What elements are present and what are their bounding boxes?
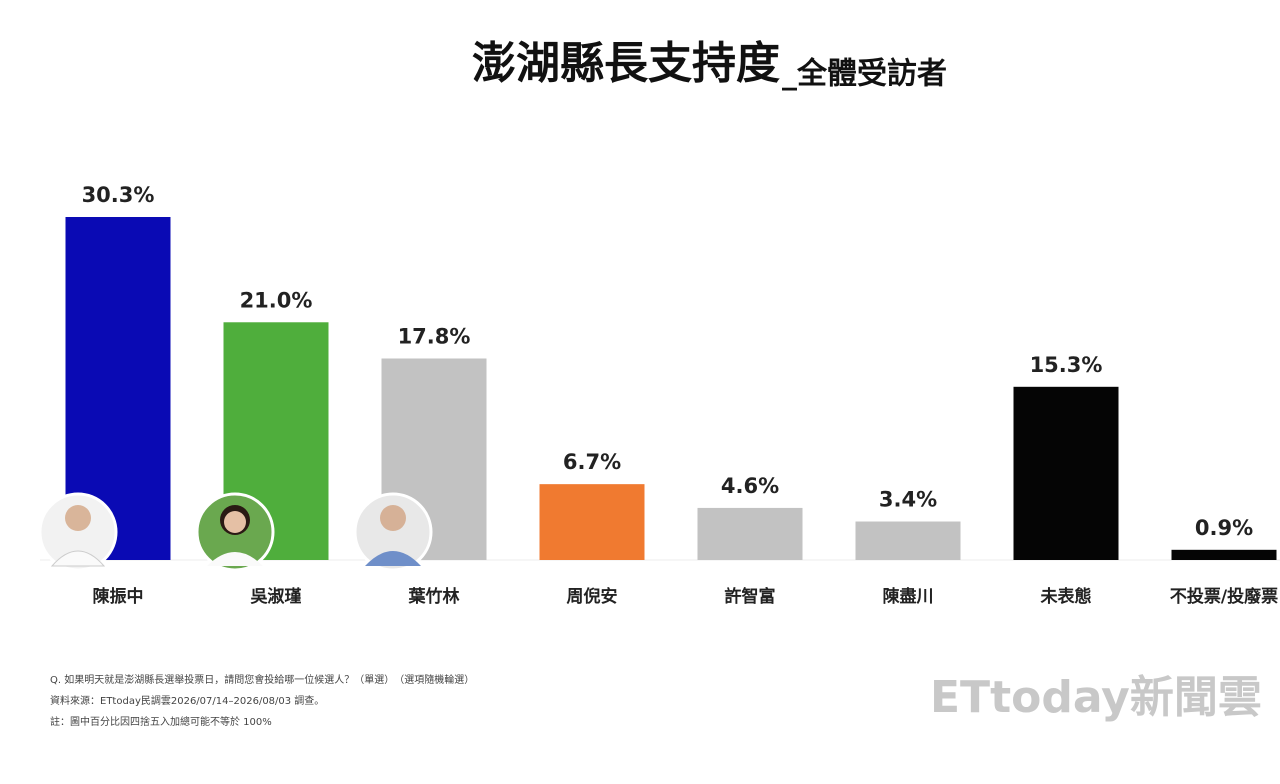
avatar: [353, 492, 433, 572]
avatar: [38, 492, 118, 572]
bar: [697, 507, 803, 560]
value-label: 30.3%: [82, 183, 155, 207]
footnote: 資料來源：ETtoday民調雲2026/07/14–2026/08/03 調查。: [50, 694, 324, 707]
bar: [1171, 549, 1277, 560]
x-tick-label: 周倪安: [567, 586, 618, 607]
x-tick-label: 許智富: [725, 586, 776, 607]
bar: [1013, 386, 1119, 560]
x-tick-label: 未表態: [1040, 586, 1092, 607]
value-label: 15.3%: [1030, 353, 1103, 377]
value-label: 4.6%: [721, 474, 779, 498]
value-label: 3.4%: [879, 488, 937, 512]
chart-subtitle: _全體受訪者: [782, 57, 947, 92]
footnote: Q. 如果明天就是澎湖縣長選舉投票日，請問您會投給哪一位候選人？（單選） （選項…: [50, 673, 474, 686]
bar: [855, 521, 961, 560]
x-tick-label: 不投票/投廢票: [1170, 586, 1278, 607]
x-tick-label: 陳振中: [93, 586, 144, 607]
x-tick-label: 吳淑瑾: [251, 586, 302, 607]
value-label: 17.8%: [398, 325, 471, 349]
value-label: 21.0%: [240, 288, 313, 312]
bar: [539, 484, 645, 560]
footnote: 註：圖中百分比因四捨五入加總可能不等於 100%: [50, 715, 272, 728]
avatar: [195, 492, 275, 572]
x-tick-label: 葉竹林: [408, 586, 460, 607]
value-label: 0.9%: [1195, 516, 1253, 540]
value-label: 6.7%: [563, 450, 621, 474]
chart-title: 澎湖縣長支持度: [472, 38, 780, 89]
logo: ETtoday新聞雲: [930, 672, 1262, 723]
x-tick-label: 陳盡川: [883, 586, 934, 607]
